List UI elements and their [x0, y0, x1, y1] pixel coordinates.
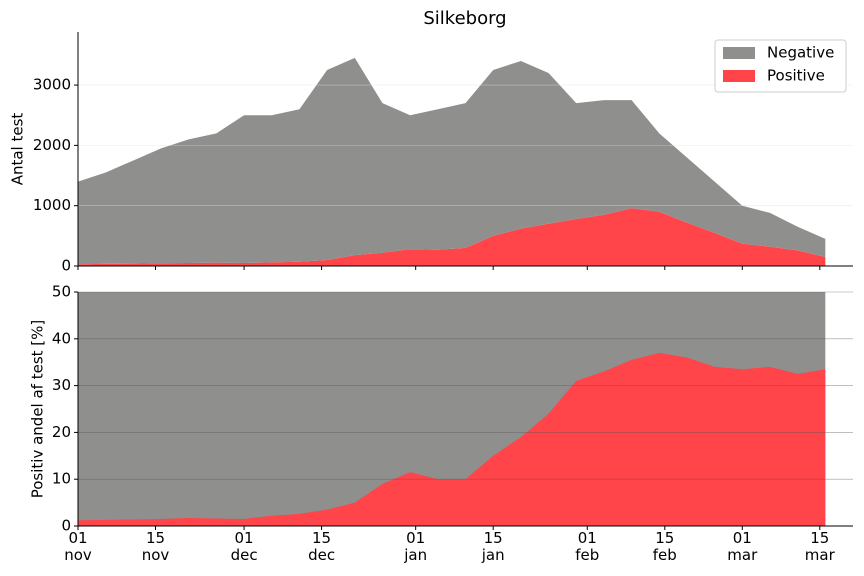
x-tick-label: 15 mar [804, 529, 835, 564]
x-tick-label: 01 dec [230, 529, 258, 564]
legend-label: Negative [767, 44, 834, 62]
y-tick-label: 20 [52, 423, 71, 441]
area [78, 208, 826, 266]
y-tick-label: 50 [52, 283, 71, 301]
y-tick-label: 0 [61, 517, 71, 535]
x-tick-label: 15 jan [481, 529, 505, 564]
legend-swatch [723, 70, 755, 82]
legend-swatch [723, 47, 755, 59]
y-tick-label: 0 [61, 257, 71, 275]
x-tick-label: 15 dec [308, 529, 336, 564]
y-tick-label: 2000 [33, 136, 71, 154]
x-tick-label: 01 mar [727, 529, 758, 564]
y-tick-label: 40 [52, 329, 71, 347]
area [78, 57, 826, 265]
y-axis-label: Positiv andel af test [%] [29, 320, 47, 499]
legend-label: Positive [767, 67, 825, 85]
y-tick-label: 10 [52, 470, 71, 488]
chart-title: Silkeborg [423, 8, 506, 29]
y-tick-label: 3000 [33, 76, 71, 94]
x-tick-label: 15 feb [652, 529, 677, 564]
y-tick-label: 30 [52, 376, 71, 394]
x-tick-label: 01 jan [404, 529, 428, 564]
y-axis-label: Antal test [9, 113, 27, 186]
x-tick-label: 01 feb [575, 529, 600, 564]
y-tick-label: 1000 [33, 196, 71, 214]
area [78, 352, 826, 526]
x-tick-label: 01 nov [64, 529, 92, 564]
x-tick-label: 15 nov [141, 529, 170, 564]
